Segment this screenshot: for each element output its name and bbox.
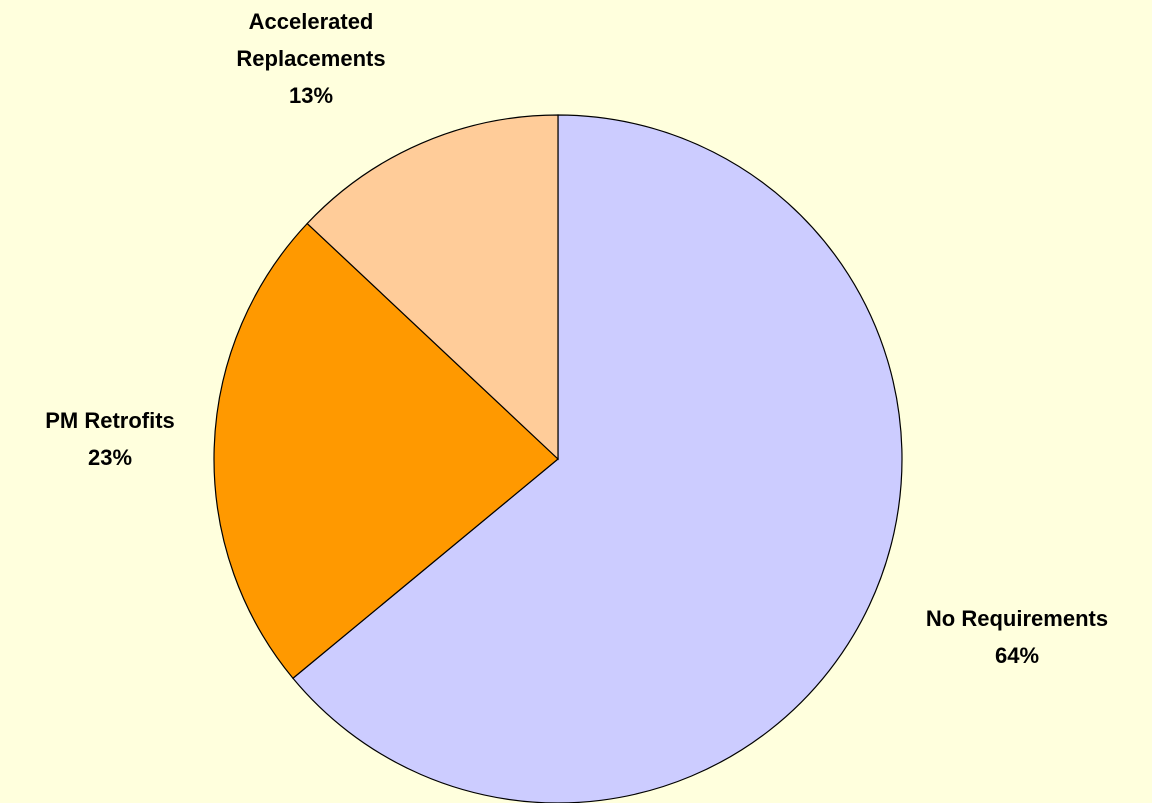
- slice-label-line: 13%: [289, 83, 333, 108]
- slice-label-line: Replacements: [236, 46, 385, 71]
- labels-group: No Requirements 64% PM Retrofits 23% Acceler…: [45, 9, 1108, 668]
- slice-label-line: No Requirements: [926, 606, 1108, 631]
- pie-slice-pm-retrofits: [213, 222, 559, 680]
- slice-label-pm-retrofits: PM Retrofits 23%: [45, 408, 175, 470]
- pie-slice-accelerated-replacements: [306, 114, 559, 461]
- slice-label-no-requirements: No Requirements 64%: [926, 606, 1108, 668]
- slice-label-line: 64%: [995, 643, 1039, 668]
- pie-slice-no-requirements: [292, 114, 903, 803]
- slice-label-line: 23%: [88, 445, 132, 470]
- slice-label-line: PM Retrofits: [45, 408, 175, 433]
- slices-group: [213, 114, 903, 803]
- slice-label-accelerated-replacements: Accelerated Replacements 13%: [236, 9, 385, 108]
- slice-label-line: Accelerated: [249, 9, 374, 34]
